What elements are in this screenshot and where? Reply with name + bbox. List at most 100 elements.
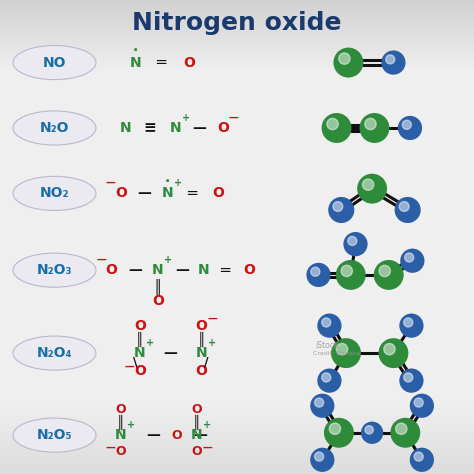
Ellipse shape [13, 46, 96, 80]
Circle shape [363, 179, 374, 191]
Circle shape [404, 373, 413, 382]
Text: —: — [96, 255, 106, 265]
Circle shape [391, 419, 419, 447]
Text: NO₂: NO₂ [40, 186, 69, 201]
Circle shape [362, 422, 383, 443]
Circle shape [311, 448, 334, 471]
Text: +: + [208, 337, 216, 348]
Circle shape [405, 253, 414, 262]
Circle shape [329, 198, 354, 222]
Text: N: N [162, 186, 173, 201]
Circle shape [318, 369, 341, 392]
Text: N: N [152, 263, 164, 277]
Text: —: — [125, 361, 134, 372]
Text: O: O [183, 55, 196, 70]
Text: —: — [146, 428, 160, 442]
Text: O: O [195, 364, 208, 378]
Text: ═: ═ [187, 186, 197, 201]
Text: —: — [192, 121, 206, 135]
Circle shape [414, 398, 423, 407]
Text: —: — [106, 443, 115, 453]
Circle shape [325, 419, 353, 447]
Circle shape [307, 264, 330, 286]
Circle shape [374, 261, 403, 289]
Circle shape [391, 419, 419, 447]
Circle shape [348, 237, 357, 246]
Text: N: N [134, 346, 146, 360]
Text: ≡: ≡ [143, 120, 155, 136]
Circle shape [334, 48, 363, 77]
Circle shape [358, 174, 386, 203]
Circle shape [311, 394, 334, 417]
Text: ·: · [132, 44, 138, 58]
Text: ║: ║ [198, 331, 205, 346]
Circle shape [379, 265, 391, 277]
Circle shape [400, 369, 423, 392]
Text: Nitrogen oxide: Nitrogen oxide [132, 11, 342, 35]
Text: N: N [170, 121, 181, 135]
Circle shape [410, 448, 433, 471]
Text: O: O [191, 445, 202, 458]
Circle shape [379, 339, 408, 367]
Circle shape [395, 198, 420, 222]
Circle shape [365, 426, 374, 434]
Circle shape [311, 448, 334, 471]
Circle shape [322, 114, 351, 142]
Circle shape [410, 394, 433, 417]
Text: ║: ║ [117, 414, 125, 429]
Circle shape [315, 452, 324, 461]
Text: N₂O₃: N₂O₃ [37, 263, 72, 277]
Text: O: O [134, 364, 146, 378]
Circle shape [384, 344, 395, 355]
Circle shape [334, 48, 363, 77]
Circle shape [322, 373, 331, 382]
Text: +: + [164, 255, 173, 265]
Circle shape [337, 344, 348, 355]
Text: +: + [173, 178, 182, 188]
Text: O: O [243, 263, 255, 277]
Circle shape [360, 114, 389, 142]
Text: —: — [164, 346, 178, 360]
Text: —: — [175, 263, 190, 277]
Text: +: + [203, 419, 211, 430]
Text: +: + [127, 419, 136, 430]
Text: ═: ═ [156, 55, 166, 70]
Circle shape [414, 452, 423, 461]
Circle shape [400, 369, 423, 392]
Circle shape [402, 120, 411, 129]
Circle shape [325, 419, 353, 447]
Circle shape [333, 201, 343, 211]
Circle shape [318, 314, 341, 337]
Circle shape [337, 261, 365, 289]
Circle shape [322, 318, 331, 327]
Circle shape [382, 51, 405, 74]
Circle shape [307, 264, 330, 286]
Circle shape [396, 423, 407, 435]
Text: ·: · [164, 174, 170, 189]
Text: O: O [105, 263, 118, 277]
Text: N₂O₄: N₂O₄ [36, 346, 73, 360]
Circle shape [382, 51, 405, 74]
Text: +: + [182, 112, 191, 123]
Circle shape [341, 265, 353, 277]
Text: O: O [115, 186, 127, 201]
Text: ═: ═ [220, 263, 230, 278]
Circle shape [386, 55, 395, 64]
Text: —: — [207, 314, 217, 324]
Circle shape [379, 339, 408, 367]
Text: —: — [193, 428, 208, 442]
Circle shape [337, 261, 365, 289]
Circle shape [404, 318, 413, 327]
Text: —: — [128, 263, 142, 277]
Text: O: O [116, 402, 126, 416]
Circle shape [410, 448, 433, 471]
Circle shape [332, 339, 360, 367]
Ellipse shape [13, 253, 96, 287]
Text: O: O [191, 402, 202, 416]
Circle shape [315, 398, 324, 407]
Circle shape [399, 117, 421, 139]
Circle shape [399, 201, 409, 211]
Circle shape [329, 198, 354, 222]
Circle shape [344, 233, 367, 255]
Circle shape [322, 114, 351, 142]
